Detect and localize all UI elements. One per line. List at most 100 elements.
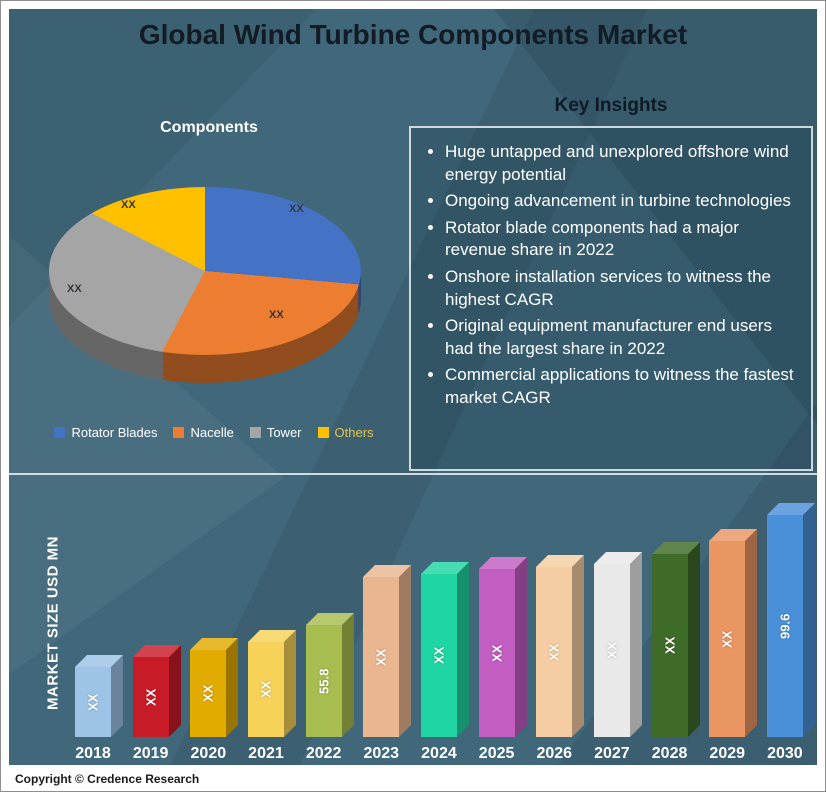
infographic-canvas: Global Wind Turbine Components Market Co… <box>9 9 817 765</box>
bar-value-label: XX <box>200 684 216 703</box>
bar-side-face <box>168 645 181 737</box>
bar-2025: XX <box>478 557 527 737</box>
bar-2030: 99.6 <box>766 503 815 737</box>
pie-slice-label: XX <box>67 283 82 295</box>
legend-swatch <box>317 427 329 438</box>
x-axis-label: 2023 <box>363 745 400 762</box>
bar-2027: XX <box>593 552 642 737</box>
x-axis-label: 2022 <box>305 745 342 762</box>
x-axis-label: 2021 <box>248 745 284 762</box>
legend-swatch <box>249 427 261 438</box>
x-axis-label: 2028 <box>651 745 688 762</box>
legend-label: Rotator Blades <box>71 425 158 440</box>
x-axis-label: 2030 <box>767 745 803 762</box>
key-insights-list: Huge untapped and unexplored offshore wi… <box>411 128 811 424</box>
bar-value-label: XX <box>719 630 735 648</box>
pie-slice-label: XX <box>269 309 284 321</box>
legend-item: Tower <box>249 425 302 440</box>
bar-slot: XX 2023 <box>353 479 412 765</box>
bar-slot: XX 2020 <box>180 479 239 765</box>
insight-bullet: Onshore installation services to witness… <box>445 266 801 311</box>
bar-2018: XX <box>75 655 123 737</box>
bar-slot: XX 2028 <box>642 479 700 765</box>
copyright-text: Copyright © Credence Research <box>15 772 200 786</box>
bar-side-face <box>283 630 296 737</box>
bar-slot: XX 2027 <box>584 479 642 765</box>
key-insights-box: Huge untapped and unexplored offshore wi… <box>409 126 813 471</box>
bar-value-label: XX <box>431 646 447 665</box>
legend-label: Tower <box>266 425 302 440</box>
insight-bullet: Ongoing advancement in turbine technolog… <box>445 190 801 213</box>
bar-2020: XX <box>190 638 239 737</box>
x-axis-label: 2027 <box>594 745 630 762</box>
x-axis-label: 2029 <box>709 745 746 762</box>
bar-value-label: XX <box>258 680 274 699</box>
x-axis-label: 2019 <box>132 745 169 762</box>
legend-swatch <box>173 427 185 438</box>
bar-value-label: XX <box>85 693 101 711</box>
key-insights-title: Key Insights <box>554 95 668 116</box>
bar-side-face <box>745 529 758 737</box>
bar-value-label: 99.6 <box>777 613 793 639</box>
legend-item: Others <box>317 425 374 440</box>
bar-side-face <box>514 557 527 737</box>
bar-slot: XX 2029 <box>699 479 758 765</box>
bar-2029: XX <box>709 529 758 737</box>
bar-2024: XX <box>420 562 469 737</box>
bar-slot: XX 2019 <box>123 479 181 765</box>
bar-2021: XX <box>247 630 296 737</box>
pie-slice-label: XX <box>289 203 304 215</box>
bar-side-face <box>226 638 239 737</box>
pie-top-face <box>49 187 361 355</box>
bar-side-face <box>572 555 585 737</box>
bar-value-label: XX <box>489 644 505 662</box>
x-axis-label: 2024 <box>421 745 457 762</box>
bar-side-face <box>341 613 354 737</box>
bar-2026: XX <box>536 555 585 737</box>
pie-chart: XX XX XX XX <box>37 177 381 413</box>
y-axis-label: MARKET SIZE USD MN <box>44 536 62 710</box>
x-axis-label: 2026 <box>536 745 573 762</box>
bar-2019: XX <box>132 645 181 737</box>
bar-slot: XX 2026 <box>526 479 585 765</box>
bar-side-face <box>802 503 815 737</box>
bar-value-label: XX <box>604 641 620 660</box>
pie-slice-label: XX <box>121 199 136 211</box>
insight-bullet: Commercial applications to witness the f… <box>445 364 801 409</box>
bar-2023: XX <box>363 565 412 737</box>
legend-label: Nacelle <box>190 425 234 440</box>
bar-slot: 55.8 2022 <box>296 479 354 765</box>
bar-value-label: 55.8 <box>316 668 332 694</box>
bar-slot: 99.6 2030 <box>757 479 815 765</box>
bar-value-label: XX <box>546 643 562 661</box>
bar-side-face <box>687 542 700 737</box>
insight-bullet: Rotator blade components had a major rev… <box>445 217 801 262</box>
bar-2022: 55.8 <box>305 613 354 737</box>
bar-value-label: XX <box>662 636 678 655</box>
bar-value-label: XX <box>143 688 159 706</box>
bar-side-face <box>629 552 642 737</box>
x-axis-label: 2018 <box>75 745 111 762</box>
legend-item: Rotator Blades <box>54 425 157 440</box>
bar-slot: XX 2018 <box>65 479 123 765</box>
pie-chart-title: Components <box>160 119 258 136</box>
insight-bullet: Original equipment manufacturer end user… <box>445 315 801 360</box>
x-axis-label: 2020 <box>190 745 227 762</box>
pie-legend: Rotator Blades Nacelle Tower Others <box>14 425 414 440</box>
bar-side-face <box>456 562 469 737</box>
x-axis-label: 2025 <box>478 745 515 762</box>
bar-2028: XX <box>651 542 700 737</box>
bar-slot: XX 2024 <box>411 479 469 765</box>
bar-slot: XX 2021 <box>238 479 296 765</box>
insight-bullet: Huge untapped and unexplored offshore wi… <box>445 141 801 186</box>
section-divider <box>9 473 817 475</box>
page-title: Global Wind Turbine Components Market <box>9 17 817 54</box>
bar-side-face <box>399 565 412 737</box>
bar-side-face <box>111 655 123 737</box>
bar-value-label: XX <box>373 648 389 666</box>
legend-item: Nacelle <box>173 425 234 440</box>
bar-slot: XX 2025 <box>469 479 527 765</box>
bar-chart: XX 2018 XX 2019 XX 2020 XX 2021 55.8 2022 XX 2023 XX… <box>65 479 815 765</box>
page-title-text: Global Wind Turbine Components Market <box>138 19 688 50</box>
